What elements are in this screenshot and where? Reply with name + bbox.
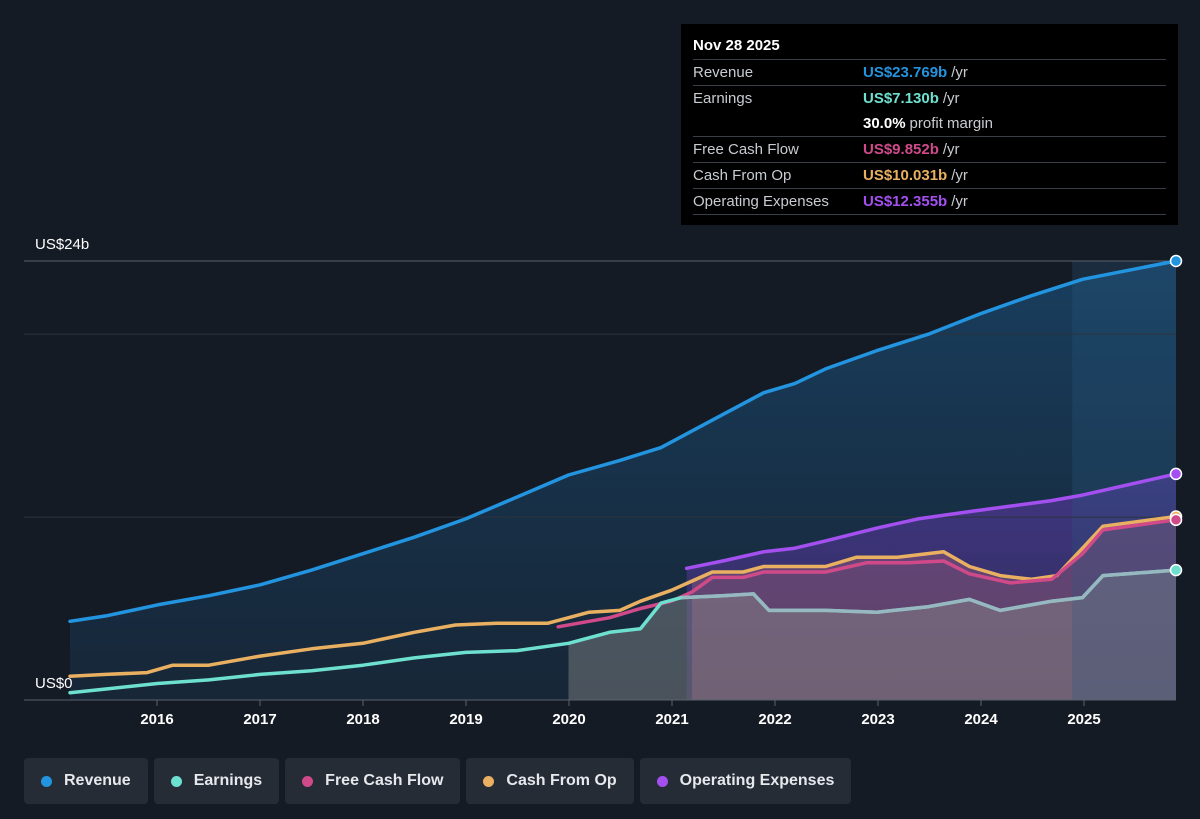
tooltip-row-revenue: Revenue US$23.769b /yr	[693, 60, 1166, 86]
legend-label-opex: Operating Expenses	[679, 772, 835, 789]
tooltip-margin-text: profit margin	[909, 115, 993, 132]
tooltip-row-cfo: Cash From Op US$10.031b /yr	[693, 163, 1166, 189]
series-endpoints	[1169, 254, 1183, 577]
x-tick-label-2023: 2023	[861, 711, 894, 728]
x-tick-label-2022: 2022	[758, 711, 791, 728]
legend-label-fcf: Free Cash Flow	[325, 772, 444, 789]
opex-endpoint	[1169, 467, 1183, 481]
fcf-dot-icon	[302, 775, 314, 787]
legend-item-revenue[interactable]: Revenue	[24, 758, 148, 804]
x-tick-label-2025: 2025	[1067, 711, 1100, 728]
tooltip-panel: Nov 28 2025 Revenue US$23.769b /yr Earni…	[681, 24, 1178, 225]
tooltip-unit: /yr	[951, 193, 968, 210]
tooltip-revenue-label: Revenue	[693, 64, 754, 81]
gridlines	[24, 260, 1176, 701]
tooltip-row-earnings: Earnings US$7.130b /yr	[693, 86, 1166, 111]
x-tick-label-2016: 2016	[140, 711, 173, 728]
earnings-endpoint	[1169, 563, 1183, 577]
opex-dot-icon	[656, 775, 668, 787]
tooltip-revenue-value: US$23.769b	[863, 64, 948, 81]
tooltip-cfo-label: Cash From Op	[693, 167, 792, 184]
tooltip-row-opex: Operating Expenses US$12.355b /yr	[693, 189, 1166, 215]
tooltip-margin-value: 30.0%	[863, 115, 906, 132]
series-lines	[68, 259, 1178, 695]
tooltip-earnings-label: Earnings	[693, 90, 753, 107]
tooltip-opex-value: US$12.355b	[863, 193, 948, 210]
tooltip-fcf-label: Free Cash Flow	[693, 141, 799, 158]
highlight-band	[1072, 261, 1176, 700]
legend: Revenue Earnings Free Cash Flow Cash Fro…	[24, 758, 857, 804]
y-axis-top-label: US$24b	[35, 236, 89, 253]
legend-item-fcf[interactable]: Free Cash Flow	[285, 758, 461, 804]
legend-item-earnings[interactable]: Earnings	[153, 758, 280, 804]
earnings-line-muted	[681, 568, 1177, 614]
x-tick-label-2019: 2019	[449, 711, 482, 728]
x-tick-label-2024: 2024	[964, 711, 998, 728]
earnings-dot-icon	[170, 775, 182, 787]
tooltip-row-margin: 30.0% profit margin	[693, 111, 1166, 137]
opex-area	[686, 473, 1176, 700]
legend-label-revenue: Revenue	[64, 772, 131, 789]
tooltip-fcf-value: US$9.852b	[863, 141, 939, 158]
earnings-area	[568, 570, 1176, 700]
revenue-endpoint	[1169, 254, 1183, 268]
x-axis-ticks: 2016 2017 2018 2019 2020 2021 2022 2023 2024 2025	[140, 700, 1101, 728]
x-tick-label-2017: 2017	[243, 711, 276, 728]
series-areas	[70, 261, 1176, 700]
revenue-dot-icon	[41, 775, 52, 787]
tooltip-date: Nov 28 2025	[693, 36, 1166, 60]
cfo-line	[68, 514, 1178, 678]
x-tick-label-2018: 2018	[346, 711, 379, 728]
y-axis-bottom-label: US$0	[35, 675, 73, 692]
opex-line	[684, 472, 1178, 571]
fcf-endpoint	[1169, 513, 1183, 527]
revenue-line	[68, 259, 1178, 624]
cfo-dot-icon	[483, 775, 495, 787]
legend-label-earnings: Earnings	[193, 772, 263, 789]
tooltip-earnings-value: US$7.130b	[863, 90, 939, 107]
tooltip-row-fcf: Free Cash Flow US$9.852b /yr	[693, 137, 1166, 163]
tooltip-unit: /yr	[942, 90, 960, 107]
x-tick-label-2021: 2021	[655, 711, 688, 728]
legend-label-cfo: Cash From Op	[506, 772, 617, 789]
x-tick-label-2020: 2020	[552, 711, 585, 728]
tooltip-opex-label: Operating Expenses	[693, 193, 829, 210]
tooltip-cfo-value: US$10.031b	[863, 167, 948, 184]
tooltip-unit: /yr	[951, 167, 968, 184]
legend-item-opex[interactable]: Operating Expenses	[639, 758, 852, 804]
tooltip-unit: /yr	[951, 64, 968, 81]
cfo-area	[691, 516, 1176, 700]
legend-item-cfo[interactable]: Cash From Op	[466, 758, 634, 804]
tooltip-unit: /yr	[942, 141, 960, 158]
